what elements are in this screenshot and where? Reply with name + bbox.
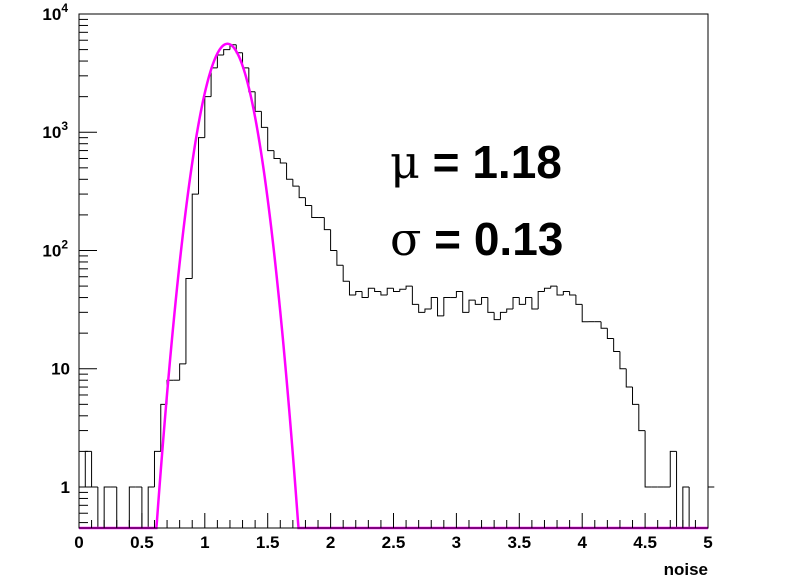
histogram-bin — [128, 486, 136, 528]
histogram-bin — [682, 486, 690, 528]
histogram-bin — [198, 137, 205, 195]
histogram-bin — [512, 297, 520, 310]
histogram-bin — [374, 288, 381, 293]
x-tick-label: 1 — [200, 533, 209, 552]
histogram-bin — [286, 162, 293, 180]
histogram-bin — [556, 286, 564, 296]
histogram-bin — [644, 430, 652, 488]
histogram-bin — [386, 287, 394, 296]
histogram-bin — [298, 186, 306, 199]
histogram-bin — [361, 291, 369, 299]
histogram-bin — [606, 328, 614, 340]
histogram-bin — [669, 450, 677, 487]
histogram-bin — [437, 297, 444, 317]
histogram-bin — [619, 351, 627, 370]
histogram-bin — [355, 291, 363, 296]
histogram-bin — [147, 486, 155, 528]
histogram-bin — [550, 285, 558, 289]
x-axis-title: noise — [664, 560, 708, 579]
sigma-value: = 0.13 — [421, 213, 563, 265]
x-tick-label: 2.5 — [382, 533, 406, 552]
x-tick-label: 4.5 — [633, 533, 657, 552]
histogram-bin — [185, 277, 193, 364]
x-tick-label: 5 — [703, 533, 712, 552]
histogram-bin — [342, 265, 350, 282]
histogram-bin — [493, 312, 501, 321]
x-tick-label: 4 — [577, 533, 587, 552]
histogram-bin — [311, 205, 319, 219]
sigma-annotation: σ = 0.13 — [390, 212, 563, 266]
histogram-bin — [531, 297, 539, 310]
histogram-bin — [153, 450, 161, 487]
histogram-bin — [267, 127, 274, 152]
histogram-bin — [380, 291, 388, 296]
histogram-bin — [279, 158, 287, 164]
histogram-bin — [474, 300, 482, 305]
histogram-bin — [424, 308, 432, 313]
histogram-bin — [462, 291, 469, 313]
histogram-bin — [525, 297, 532, 305]
histogram-bin — [537, 291, 545, 310]
histogram-bin — [348, 281, 356, 296]
mu-annotation: μ = 1.18 — [390, 135, 562, 189]
histogram-bin — [499, 311, 507, 320]
histogram-bin — [336, 250, 344, 266]
histogram-bin — [468, 299, 476, 313]
histogram-bin — [638, 404, 646, 432]
histogram-bin — [481, 297, 488, 305]
x-tick-label: 3 — [452, 533, 461, 552]
histogram-bin — [399, 288, 407, 292]
histogram-bin — [179, 363, 186, 381]
histogram-bin — [632, 387, 639, 405]
histogram-bin — [292, 179, 300, 187]
y-tick-label: 102 — [42, 237, 68, 260]
histogram-bin — [487, 297, 495, 313]
histogram-bin — [191, 193, 199, 279]
y-axis: 1 10 102 103 104 — [42, 1, 97, 524]
histogram-bin — [103, 486, 111, 528]
histogram-bin — [273, 150, 281, 159]
histogram-bin — [443, 297, 451, 316]
histogram-bin — [367, 287, 375, 298]
histogram-bin — [562, 291, 570, 296]
histogram-bin — [600, 321, 608, 329]
histogram-bin — [543, 287, 551, 292]
histogram-bin — [575, 295, 583, 305]
x-tick-label: 2 — [326, 533, 335, 552]
mu-value: = 1.18 — [420, 136, 562, 188]
x-tick-label: 1.5 — [256, 533, 280, 552]
y-tick-label: 1 — [61, 478, 70, 497]
histogram-bin — [304, 197, 312, 207]
histogram-bin — [393, 288, 400, 293]
y-tick-label: 104 — [42, 1, 68, 24]
y-tick-label: 103 — [42, 119, 68, 142]
histogram-bin — [411, 286, 419, 305]
y-tick-label: 10 — [51, 360, 70, 379]
histogram-bin — [518, 297, 526, 305]
histogram-bin — [581, 304, 589, 323]
histogram-bin — [506, 308, 514, 313]
x-tick-label: 0 — [74, 533, 83, 552]
histogram-bin — [418, 304, 425, 313]
histogram-bin — [430, 297, 438, 310]
histogram-bin — [330, 229, 337, 251]
x-tick-label: 0.5 — [130, 533, 154, 552]
histogram-bin — [405, 285, 413, 290]
x-tick-label: 3.5 — [507, 533, 531, 552]
histogram-bin — [625, 368, 633, 388]
histogram-bin — [323, 217, 331, 231]
x-axis: 0 0.5 1 1.5 2 2.5 3 3.5 4 4.5 5 — [74, 513, 713, 552]
mu-symbol: μ — [390, 135, 420, 189]
sigma-symbol: σ — [390, 212, 421, 266]
histogram-bin — [455, 291, 463, 298]
histogram-bin — [569, 291, 576, 296]
histogram-bin — [613, 338, 620, 352]
histogram-bin — [223, 49, 230, 56]
histogram-bin — [260, 111, 268, 128]
